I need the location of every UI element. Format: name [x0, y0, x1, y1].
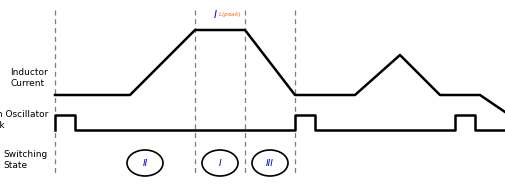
Text: I: I [219, 158, 221, 168]
Text: $_{L(peak)}$: $_{L(peak)}$ [218, 11, 242, 20]
Text: II: II [142, 158, 147, 168]
Text: Switching
State: Switching State [4, 150, 48, 170]
Text: $I$: $I$ [213, 8, 218, 20]
Text: Inductor
Current: Inductor Current [10, 68, 48, 88]
Text: III: III [266, 158, 274, 168]
Text: Main Oscillator
Clock: Main Oscillator Clock [0, 110, 48, 130]
